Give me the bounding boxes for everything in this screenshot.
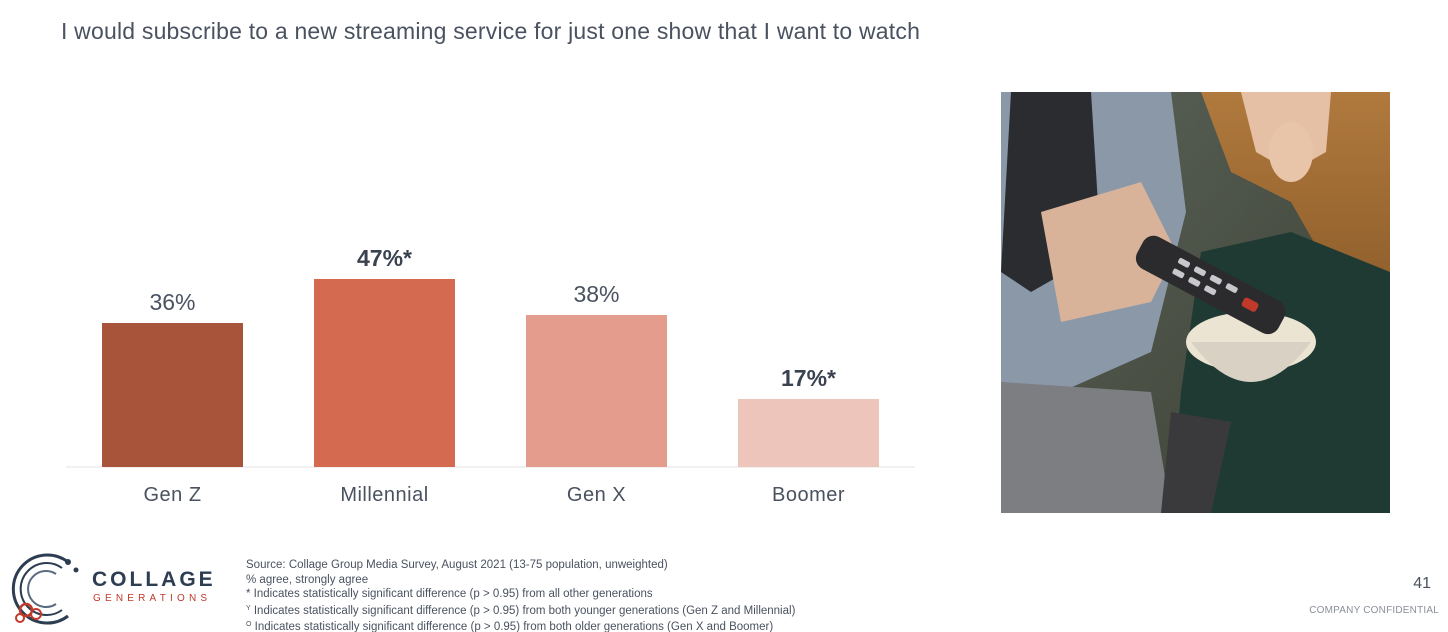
value-label-boomer: 17%*: [781, 365, 836, 391]
couple-watching-tv-photo: [1001, 92, 1390, 513]
footnote-source: Source: Collage Group Media Survey, Augu…: [246, 559, 668, 571]
footnote-star-mark: *: [246, 588, 251, 601]
confidential-label: COMPANY CONFIDENTIAL: [1309, 605, 1439, 616]
footnote-o-mark: O: [246, 621, 252, 629]
collage-logo-icon: [11, 553, 79, 625]
footnote-star-text: Indicates statistically significant diff…: [250, 588, 653, 601]
page-number: 41: [1413, 575, 1431, 592]
footnote-measure: % agree, strongly agree: [246, 573, 369, 586]
bar-chart: 36% Gen Z 47%* Millennial 38% Gen X 17%* Boomer: [66, 245, 915, 506]
photo-illustration: [1001, 92, 1390, 513]
value-label-gen-x: 38%: [573, 281, 619, 307]
footnote-o-text: Indicates statistically significant diff…: [251, 621, 774, 632]
value-label-gen-z: 36%: [149, 289, 195, 315]
collage-logo: COLLAGE GENERATIONS: [6, 548, 216, 630]
logo-subtitle: GENERATIONS: [93, 593, 212, 604]
footnote-o: O Indicates statistically significant di…: [246, 618, 795, 632]
footnotes: Source: Collage Group Media Survey, Augu…: [246, 558, 795, 632]
footnote-y-text: Indicates statistically significant diff…: [250, 604, 796, 617]
footnote-y-mark: Y: [246, 604, 251, 612]
category-label-gen-z: Gen Z: [143, 484, 201, 506]
category-label-millennial: Millennial: [340, 484, 428, 506]
footnote-y: Y Indicates statistically significant di…: [246, 602, 795, 619]
category-label-boomer: Boomer: [772, 484, 845, 506]
bar-gen-z: [102, 323, 243, 467]
slide-title: I would subscribe to a new streaming ser…: [61, 18, 921, 44]
bar-gen-x: [526, 315, 667, 467]
category-label-gen-x: Gen X: [567, 484, 626, 506]
bars-layer: 36% Gen Z 47%* Millennial 38% Gen X 17%* Boomer: [102, 245, 879, 506]
logo-wordmark: COLLAGE: [92, 568, 216, 591]
bar-boomer: [738, 399, 879, 467]
value-label-millennial: 47%*: [357, 245, 412, 271]
footnote-star: * Indicates statistically significant di…: [246, 587, 795, 602]
bar-millennial: [314, 279, 455, 467]
